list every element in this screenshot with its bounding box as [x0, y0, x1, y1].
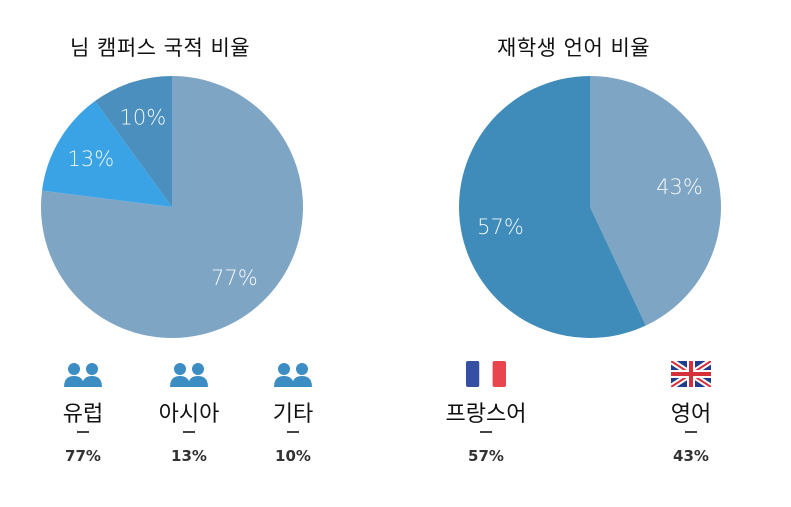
legend-item-europe: 유럽 77% [33, 358, 133, 465]
legend-label: 기타 [272, 402, 314, 427]
pie-slice-유럽 [40, 76, 304, 339]
slice-label: 13% [67, 147, 114, 171]
legend-value: 10% [275, 447, 311, 465]
legend-value: 77% [65, 447, 101, 465]
people-icon [33, 358, 133, 390]
legend-item-asia: 아시아 13% [139, 358, 239, 465]
legend-divider [77, 431, 89, 433]
legend-item-french: 프랑스어 57% [436, 358, 536, 465]
legend-divider [287, 431, 299, 433]
pie-slice-아시아 [42, 101, 172, 207]
uk-flag-icon [641, 358, 741, 390]
legend-label: 영어 [670, 402, 712, 427]
people-icon [139, 358, 239, 390]
chart-title-language: 재학생 언어 비율 [497, 36, 651, 60]
legend-divider [685, 431, 697, 433]
legend-label: 아시아 [158, 402, 220, 427]
legend-label: 유럽 [62, 402, 104, 427]
legend-divider [480, 431, 492, 433]
slice-label: 43% [656, 175, 703, 199]
chart-title-nationality: 님 캠퍼스 국적 비율 [70, 36, 251, 60]
pie-slice-영어 [590, 76, 722, 326]
legend-item-english: 영어 43% [641, 358, 741, 465]
legend-value: 43% [673, 447, 709, 465]
legend-value: 13% [171, 447, 207, 465]
slice-label: 10% [120, 105, 167, 129]
slice-label: 57% [477, 215, 524, 239]
france-flag-icon [436, 358, 536, 390]
people-icon [243, 358, 343, 390]
legend-divider [183, 431, 195, 433]
legend-value: 57% [468, 447, 504, 465]
slice-label: 77% [211, 266, 258, 290]
legend-label: 프랑스어 [445, 402, 527, 427]
legend-item-other: 기타 10% [243, 358, 343, 465]
pie-slice-프랑스어 [459, 76, 646, 338]
pie-slice-기타 [95, 76, 172, 207]
